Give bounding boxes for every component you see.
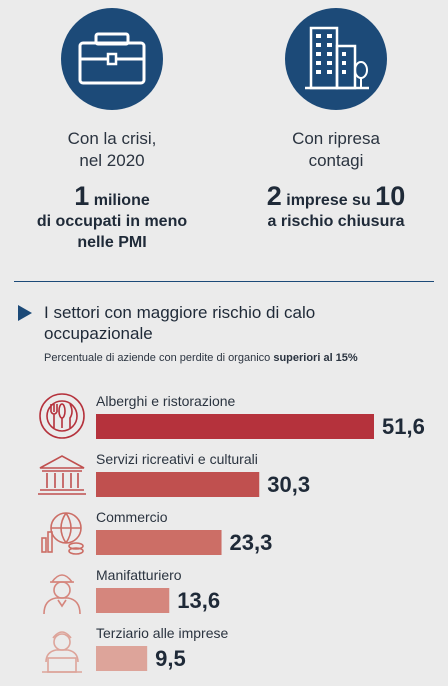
value-text: imprese su [281,192,376,209]
stat-value: 1 milione di occupati in meno nelle PMI [0,183,224,253]
bar [96,414,374,439]
value-label: 23,3 [230,530,273,555]
sector-bar-chart: Alberghi e ristorazione 51,6 Servizi ricre… [38,393,425,673]
chart-subtitle: Percentuale di aziende con perdite di or… [44,352,444,364]
section-title: I settori con maggiore rischio di calo o… [44,303,316,343]
caption-line: nel 2020 [79,151,145,170]
section-header: I settori con maggiore rischio di calo o… [18,302,438,344]
stats-section: Con la crisi, nel 2020 1 milione di occu… [0,0,448,260]
category-label: Commercio [96,509,168,525]
office-worker-icon [42,631,82,673]
bar [96,472,260,497]
museum-icon [38,455,86,495]
divider [14,281,434,282]
value-line: 2 imprese su 10 [224,183,448,211]
worker-icon [43,574,81,615]
stat-caption: Con la crisi, nel 2020 [0,128,224,172]
value-text: milione [89,192,150,209]
triangle-marker-icon [18,305,32,321]
category-label: Servizi ricreativi e culturali [96,451,258,467]
bar [96,530,222,555]
caption-line: contagi [308,151,364,170]
briefcase-circle [61,8,163,110]
bars-group: Alberghi e ristorazione 51,6 Servizi ricre… [96,393,425,671]
category-label: Alberghi e ristorazione [96,393,236,409]
value-number: 1 [74,181,90,211]
value-line: di occupati in meno [36,213,188,230]
briefcase-icon [78,32,146,85]
category-label: Terziario alle imprese [96,625,228,641]
cutlery-icon [39,393,85,439]
value-line: nelle PMI [77,234,147,251]
value-line: a rischio chiusura [267,213,405,230]
category-label: Manifatturiero [96,567,182,583]
stat-crisis: Con la crisi, nel 2020 1 milione di occu… [0,0,224,253]
value-number: 2 [266,181,282,211]
value-number: 10 [375,181,406,211]
value-label: 13,6 [177,588,220,613]
value-label: 51,6 [382,414,425,439]
bar [96,588,170,613]
value-line: 1 milione [0,183,224,211]
value-label: 9,5 [155,646,186,671]
commerce-icon [41,512,84,555]
stat-caption: Con ripresa contagi [224,128,448,172]
buildings-icon [305,26,369,90]
stat-value: 2 imprese su 10 a rischio chiusura [224,183,448,232]
sector-icons [38,393,86,673]
caption-line: Con la crisi, [67,129,157,148]
buildings-circle [285,8,387,110]
stat-closure-risk: Con ripresa contagi 2 imprese su 10 a ri… [224,0,448,232]
subtitle-prefix: Percentuale di aziende con perdite di or… [44,352,274,364]
bar [96,646,148,671]
value-label: 30,3 [267,472,310,497]
caption-line: Con ripresa [292,129,380,148]
subtitle-bold: superiori al 15% [273,352,358,364]
